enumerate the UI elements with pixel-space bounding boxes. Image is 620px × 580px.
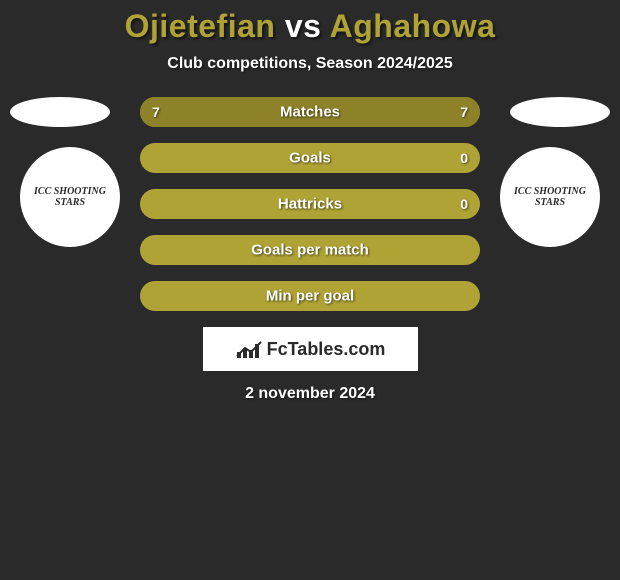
- title-vs: vs: [285, 8, 322, 44]
- bar-label: Matches: [140, 104, 480, 121]
- flag-left-ellipse: [10, 97, 110, 127]
- stat-bar-row: Matches7 7: [140, 97, 480, 127]
- title-player2: Aghahowa: [330, 8, 496, 44]
- flag-right-ellipse: [510, 97, 610, 127]
- club-badge-left: ICC SHOOTING STARS: [20, 147, 120, 247]
- club-left-label: ICC SHOOTING STARS: [20, 186, 120, 208]
- bar-value-left: 7: [152, 104, 160, 120]
- title-player1: Ojietefian: [125, 8, 276, 44]
- comparison-infographic: Ojietefian vs Aghahowa Club competitions…: [0, 0, 620, 580]
- club-badge-right: ICC SHOOTING STARS: [500, 147, 600, 247]
- branding-box: FcTables.com: [203, 327, 418, 371]
- branding-text: FcTables.com: [267, 339, 386, 360]
- club-right-label: ICC SHOOTING STARS: [500, 186, 600, 208]
- bar-value-right: 7: [460, 104, 468, 120]
- stat-bar-row: Goals0: [140, 143, 480, 173]
- bar-value-right: 0: [460, 196, 468, 212]
- bar-label: Min per goal: [140, 288, 480, 305]
- bar-value-right: 0: [460, 150, 468, 166]
- bar-label: Goals: [140, 150, 480, 167]
- date-label: 2 november 2024: [0, 385, 620, 403]
- bar-label: Goals per match: [140, 242, 480, 259]
- page-title: Ojietefian vs Aghahowa: [0, 8, 620, 45]
- stat-bar-row: Min per goal: [140, 281, 480, 311]
- subtitle: Club competitions, Season 2024/2025: [0, 55, 620, 73]
- bars-section: ICC SHOOTING STARS ICC SHOOTING STARS Ma…: [0, 97, 620, 311]
- chart-icon: [235, 338, 263, 360]
- stat-bar-row: Hattricks0: [140, 189, 480, 219]
- stat-bar-row: Goals per match: [140, 235, 480, 265]
- bar-label: Hattricks: [140, 196, 480, 213]
- stat-bars: Matches77Goals0Hattricks0Goals per match…: [140, 97, 480, 311]
